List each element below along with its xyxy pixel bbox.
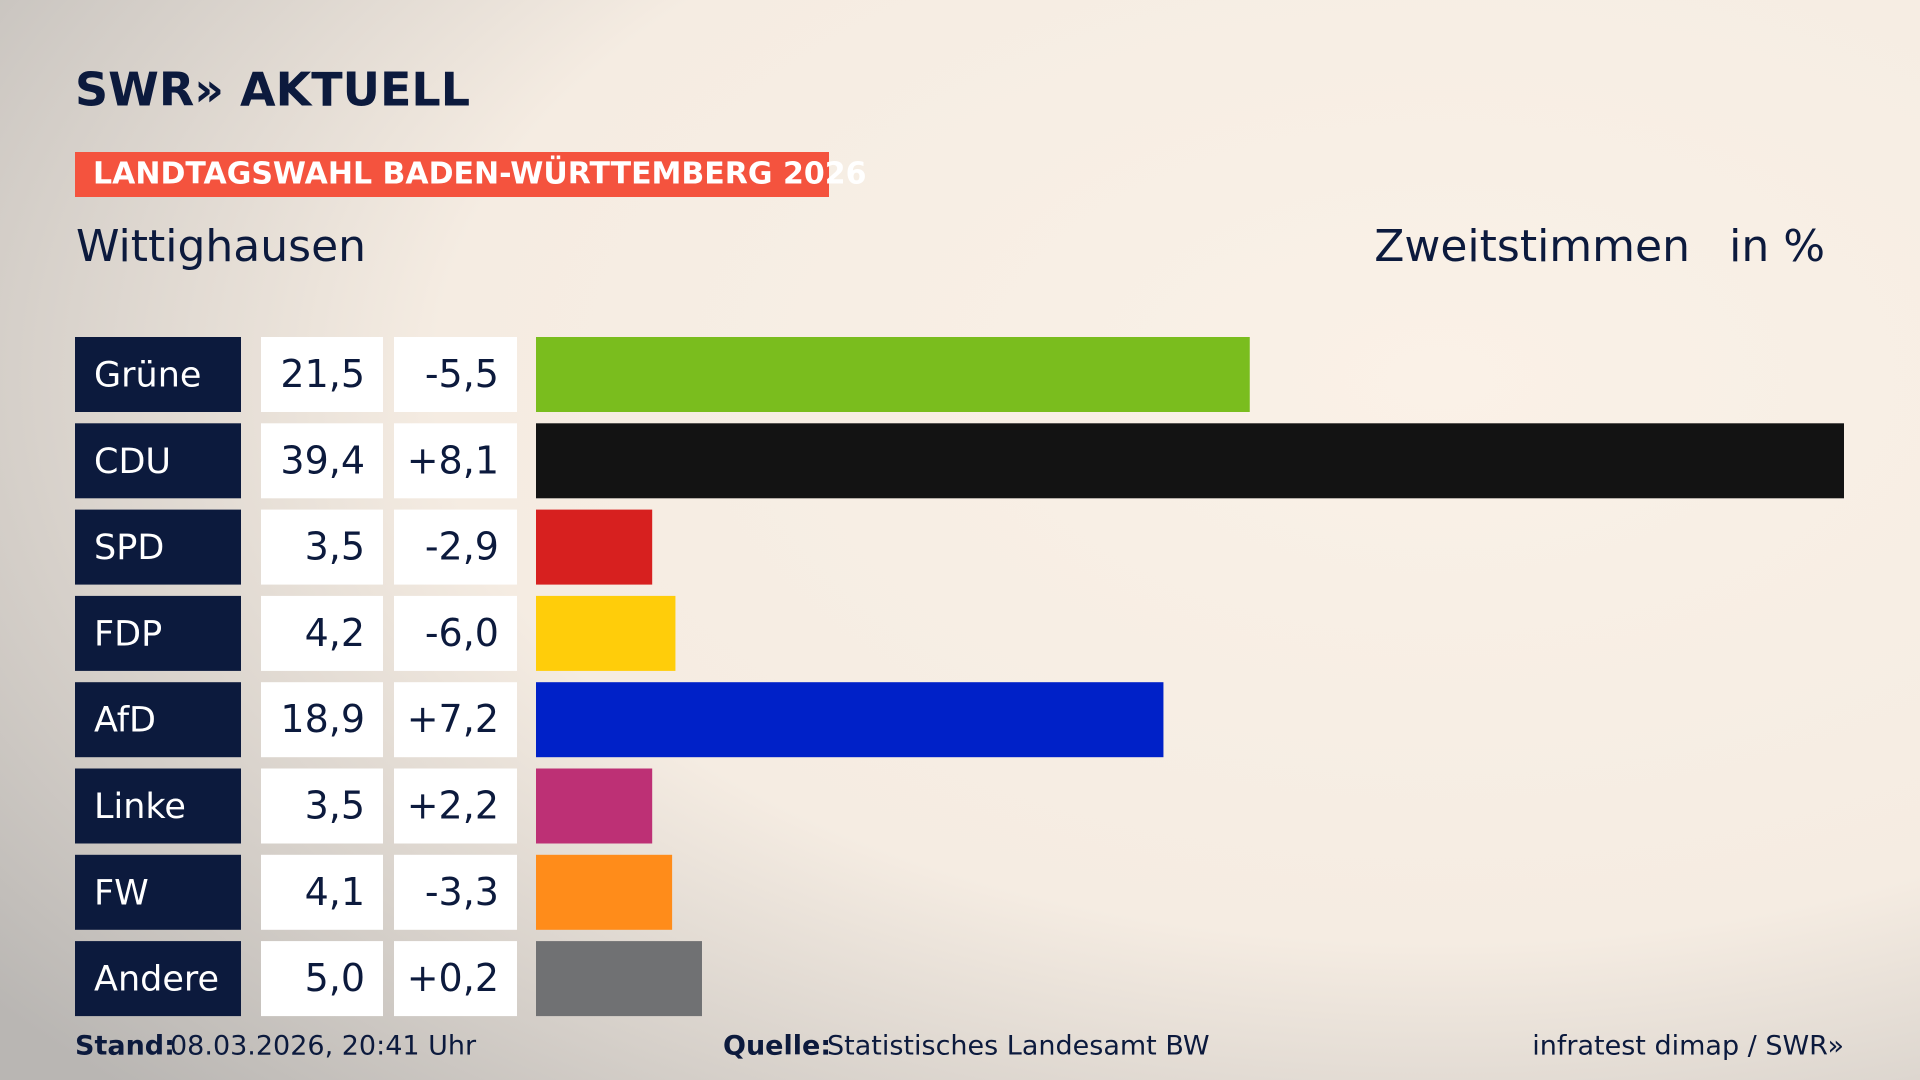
change-box	[394, 337, 517, 412]
change-label: -2,9	[425, 525, 499, 569]
change-box	[394, 768, 517, 844]
logo: SWR» AKTUELL	[75, 63, 470, 117]
change-box	[394, 854, 517, 930]
banner: LANDTAGSWAHL BADEN-WÜRTTEMBERG 2026	[93, 155, 866, 192]
bar	[536, 509, 653, 585]
value-box	[261, 423, 383, 499]
party-box	[75, 509, 241, 585]
bar	[536, 682, 1164, 758]
bar	[536, 941, 702, 1017]
party-label: FW	[94, 873, 149, 913]
party-label: SPD	[94, 528, 164, 568]
value-box	[261, 337, 383, 412]
bar	[536, 595, 676, 671]
stand-label: Stand:	[75, 1031, 175, 1062]
party-label: Andere	[94, 960, 219, 1000]
subtitle: Zweitstimmen	[1374, 221, 1690, 272]
party-box	[75, 854, 241, 930]
unit: in %	[1729, 221, 1825, 272]
party-box	[75, 337, 241, 412]
change-box	[394, 682, 517, 758]
change-label: +7,2	[407, 697, 499, 741]
bar	[536, 337, 1250, 412]
change-box	[394, 509, 517, 585]
value-label: 5,0	[305, 956, 365, 1000]
rows: Grüne 21,5 -5,5 CDU 39,4 +8,1 SPD 3,5 -2,9 FDP 4,2…	[75, 337, 1844, 1017]
party-box	[75, 941, 241, 1017]
party-box	[75, 595, 241, 671]
credit: infratest dimap / SWR»	[1532, 1031, 1844, 1062]
value-box	[261, 768, 383, 844]
value-label: 18,9	[280, 697, 365, 741]
party-label: Linke	[94, 787, 186, 827]
value-label: 4,1	[305, 870, 365, 914]
bar	[536, 854, 673, 930]
value-label: 39,4	[280, 438, 365, 482]
party-box	[75, 768, 241, 844]
value-label: 3,5	[305, 525, 365, 569]
change-label: +2,2	[407, 784, 499, 828]
source: Statistisches Landesamt BW	[827, 1031, 1210, 1062]
party-label: FDP	[94, 614, 162, 654]
change-label: -6,0	[425, 611, 499, 655]
party-box	[75, 682, 241, 758]
value-box	[261, 941, 383, 1017]
stand: 08.03.2026, 20:41 Uhr	[170, 1031, 477, 1062]
value-box	[261, 682, 383, 758]
party-label: AfD	[94, 701, 156, 741]
bar	[536, 768, 653, 844]
change-box	[394, 595, 517, 671]
value-label: 4,2	[305, 611, 365, 655]
party-label: Grüne	[94, 356, 201, 396]
change-box	[394, 423, 517, 499]
change-label: -3,3	[425, 870, 499, 914]
party-box	[75, 423, 241, 499]
chart-title: Wittighausen	[76, 221, 366, 272]
change-label: +0,2	[407, 956, 499, 1000]
source-label: Quelle:	[723, 1031, 831, 1062]
bar	[536, 423, 1844, 499]
change-label: +8,1	[407, 438, 499, 482]
change-label: -5,5	[425, 352, 499, 396]
party-label: CDU	[94, 442, 171, 482]
value-box	[261, 854, 383, 930]
value-box	[261, 509, 383, 585]
value-label: 3,5	[305, 784, 365, 828]
change-box	[394, 941, 517, 1017]
value-label: 21,5	[280, 352, 365, 396]
value-box	[261, 595, 383, 671]
banner-bg	[75, 152, 829, 197]
